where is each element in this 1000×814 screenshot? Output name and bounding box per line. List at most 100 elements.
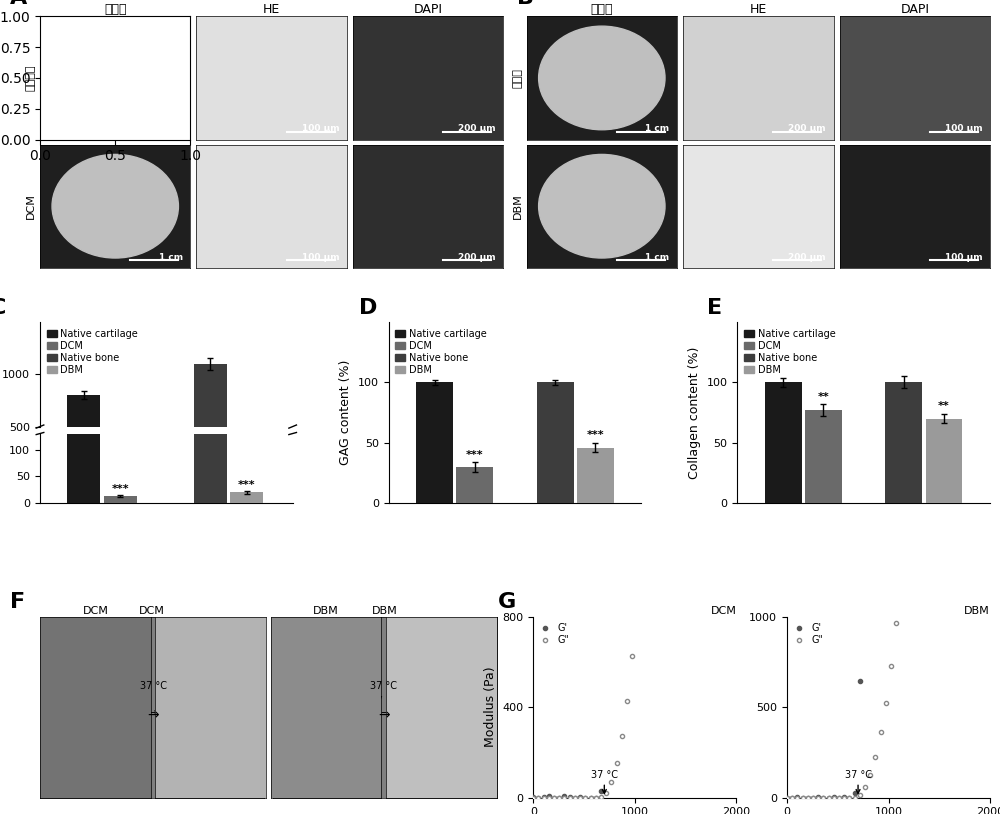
Bar: [67, 74, 100, 503]
Legend: G', G": G', G": [538, 621, 572, 647]
Text: 37 °C: 37 °C: [845, 769, 872, 794]
Text: 100 μm: 100 μm: [302, 125, 339, 133]
G": [553, 793, 565, 803]
G": [797, 793, 809, 803]
G": [885, 662, 897, 672]
Text: B: B: [517, 0, 534, 8]
G": [616, 732, 628, 742]
Legend: G', G": G', G": [792, 621, 825, 647]
G': [797, 793, 809, 803]
Text: 37 °C: 37 °C: [591, 769, 618, 794]
G': [605, 132, 617, 142]
Title: DAPI: DAPI: [900, 3, 929, 16]
G": [807, 793, 819, 803]
G": [791, 793, 803, 803]
G": [611, 759, 623, 768]
Text: 37 °C
→: 37 °C →: [369, 696, 400, 718]
G": [647, 377, 659, 387]
Bar: [765, 383, 802, 503]
G": [854, 790, 866, 799]
Legend: Native cartilage, DCM, Native bone, DBM: Native cartilage, DCM, Native bone, DBM: [742, 327, 837, 377]
Text: 100 μm: 100 μm: [945, 252, 982, 262]
G": [569, 793, 581, 803]
Text: 1 cm: 1 cm: [159, 125, 183, 133]
G": [849, 793, 861, 803]
Text: ***: ***: [238, 479, 255, 490]
Text: 100 μm: 100 μm: [945, 125, 982, 133]
Legend: Native cartilage, DCM, Native bone, DBM: Native cartilage, DCM, Native bone, DBM: [45, 327, 140, 377]
Title: DCM: DCM: [139, 606, 165, 615]
G': [802, 793, 814, 803]
G": [532, 793, 544, 803]
Y-axis label: GAG content (%): GAG content (%): [339, 360, 352, 466]
G": [864, 770, 876, 780]
G": [890, 619, 902, 628]
Line: G": G": [785, 0, 992, 800]
Text: ***: ***: [587, 431, 604, 440]
Text: E: E: [707, 298, 722, 318]
G': [538, 792, 550, 802]
Text: →: →: [378, 708, 389, 722]
Y-axis label: Modulus (Pa): Modulus (Pa): [484, 667, 497, 747]
Title: DBM: DBM: [313, 606, 339, 615]
G': [817, 793, 829, 803]
Y-axis label: DBM: DBM: [512, 194, 522, 219]
G": [911, 380, 923, 390]
Text: A: A: [10, 0, 27, 8]
G": [781, 793, 793, 803]
G": [605, 777, 617, 787]
Text: 200 μm: 200 μm: [788, 125, 826, 133]
G': [791, 792, 803, 802]
G': [595, 786, 607, 795]
G": [812, 793, 824, 803]
G': [838, 792, 850, 802]
G": [932, 27, 944, 37]
Text: 200 μm: 200 μm: [788, 252, 826, 262]
G': [590, 793, 602, 803]
Circle shape: [539, 155, 665, 258]
Y-axis label: 正常骨: 正常骨: [512, 68, 522, 88]
G': [558, 791, 570, 801]
Text: ***: ***: [111, 484, 129, 493]
G": [637, 534, 649, 544]
G': [786, 793, 798, 803]
G": [590, 793, 602, 803]
Bar: [577, 448, 614, 503]
Circle shape: [539, 26, 665, 129]
G': [854, 676, 866, 686]
G": [786, 793, 798, 803]
G": [579, 793, 591, 803]
Bar: [537, 383, 574, 503]
G": [817, 793, 829, 803]
Bar: [104, 497, 137, 503]
G": [527, 793, 539, 803]
Bar: [885, 383, 922, 503]
G": [595, 793, 607, 803]
Text: →: →: [147, 708, 159, 722]
G": [657, 178, 669, 188]
Text: ***: ***: [466, 449, 484, 460]
G": [859, 782, 871, 792]
G": [869, 751, 881, 761]
G': [812, 792, 824, 802]
Text: 100 μm: 100 μm: [302, 252, 339, 262]
G": [663, 63, 675, 73]
Legend: Native cartilage, DCM, Native bone, DBM: Native cartilage, DCM, Native bone, DBM: [394, 327, 489, 377]
G': [600, 602, 612, 612]
Title: 大体观: 大体观: [591, 3, 613, 16]
G": [585, 793, 597, 803]
G': [807, 793, 819, 803]
Text: G: G: [498, 593, 517, 612]
Text: 1 cm: 1 cm: [645, 125, 670, 133]
G": [558, 793, 570, 803]
Text: 37 °C: 37 °C: [370, 681, 397, 691]
G': [527, 792, 539, 802]
Line: G': G': [531, 0, 738, 800]
G": [626, 651, 638, 661]
G": [574, 793, 586, 803]
G': [569, 793, 581, 803]
G': [579, 793, 591, 803]
G": [833, 793, 845, 803]
G": [543, 793, 555, 803]
Text: 1 cm: 1 cm: [645, 252, 670, 262]
